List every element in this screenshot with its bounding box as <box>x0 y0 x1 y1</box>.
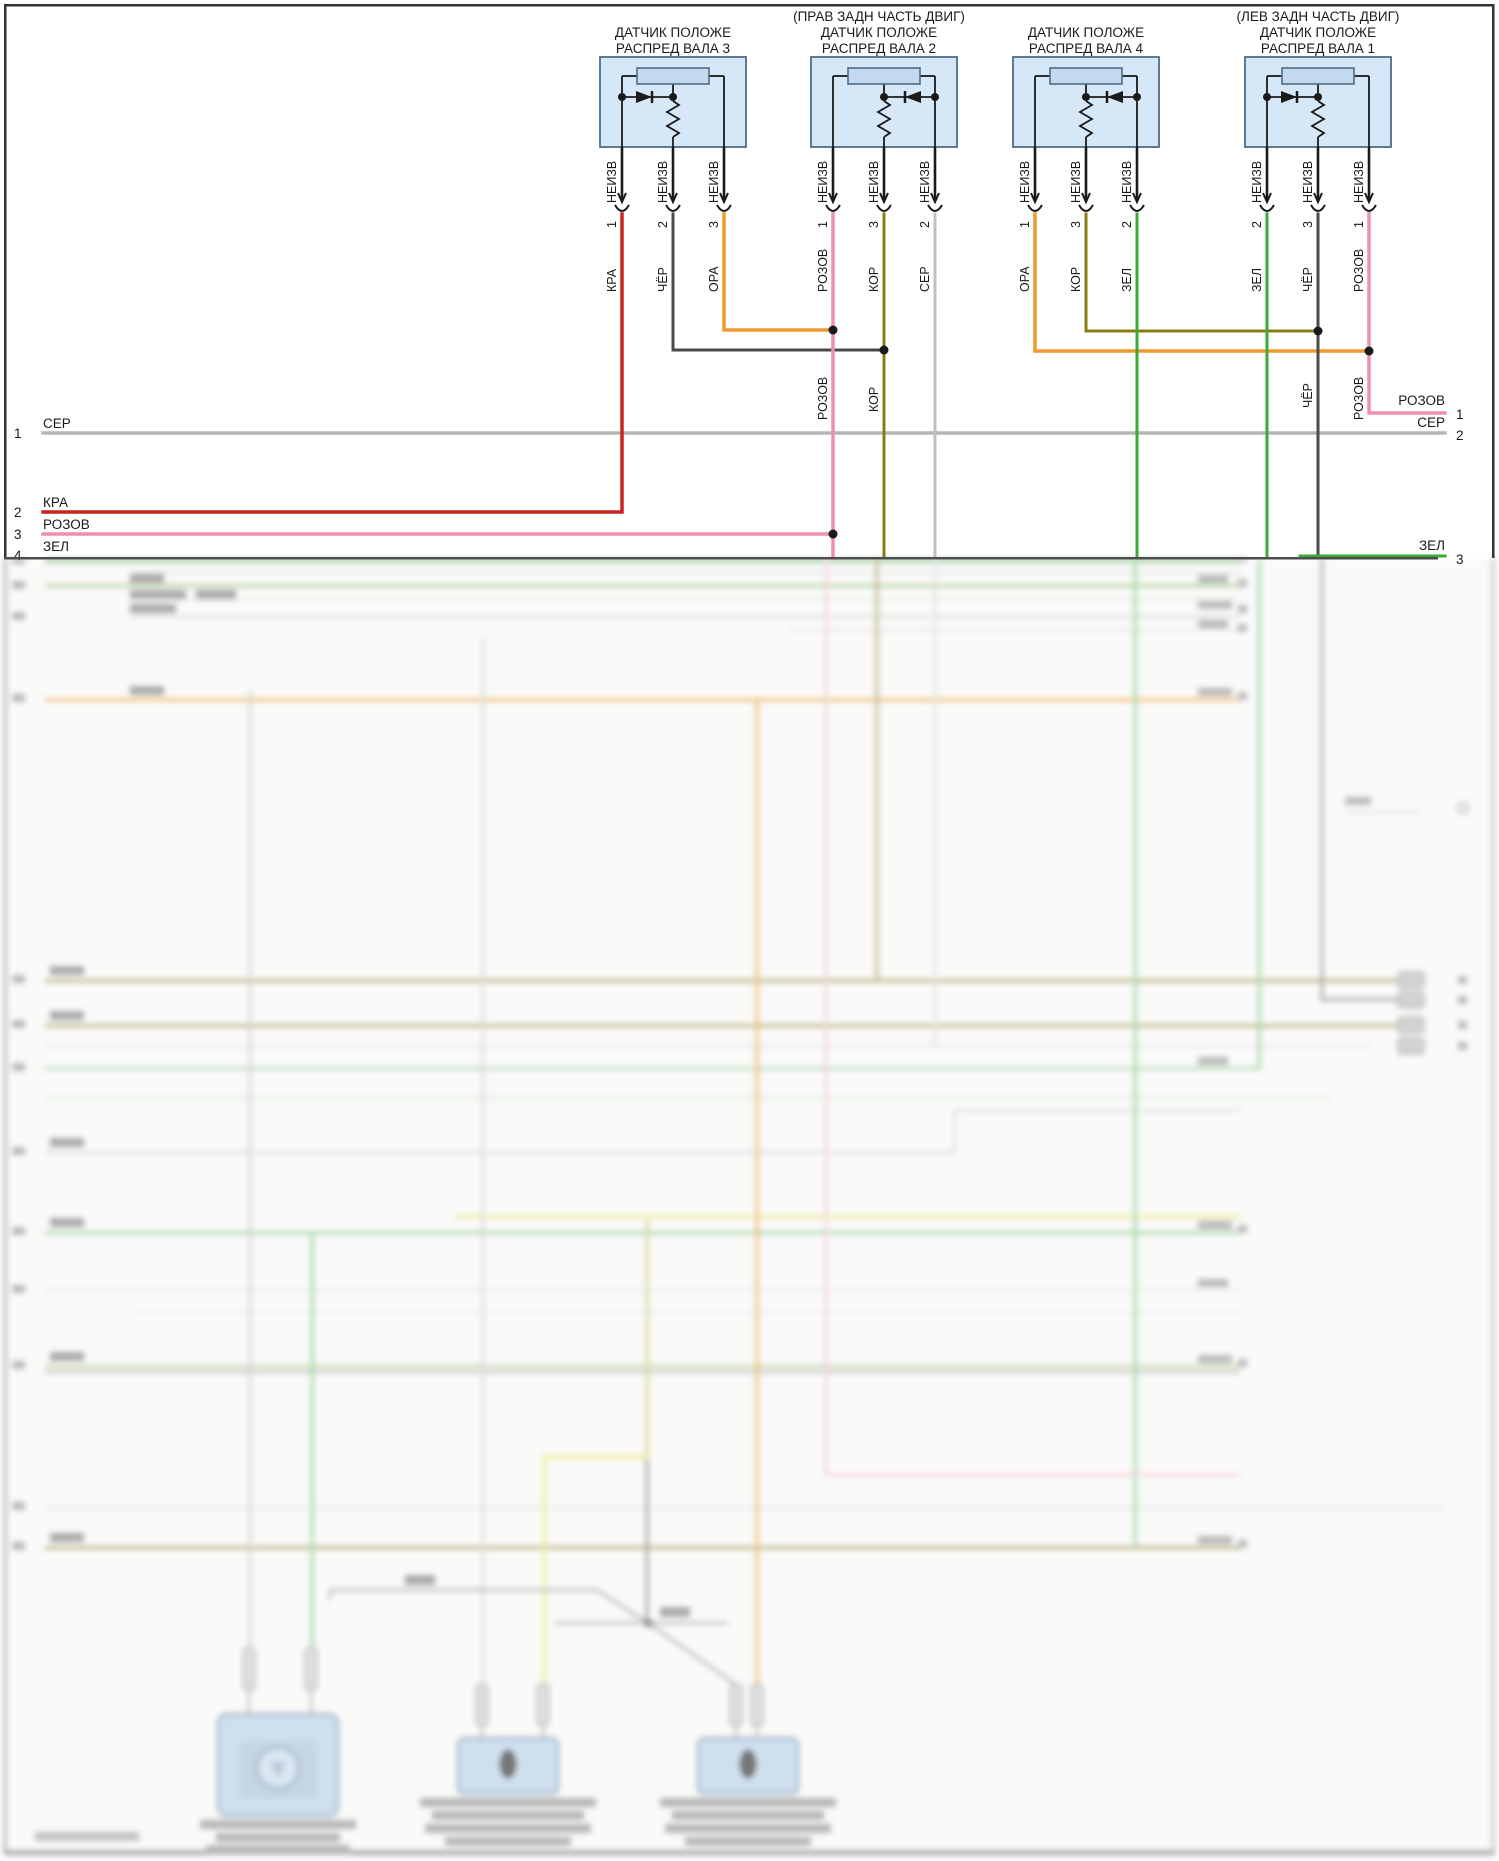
pin-number: 1 <box>1018 221 1032 228</box>
wire-color-label: РОЗОВ <box>816 377 830 420</box>
sensor-2-title: РАСПРЕД ВАЛА 2 <box>822 41 936 56</box>
blurred-connector-2 <box>420 1736 596 1846</box>
wire-color-label: РОЗОВ <box>816 249 830 292</box>
sensor-pin-stubs <box>620 147 1371 201</box>
pin-number: 3 <box>1301 221 1315 228</box>
terminal-number: 2 <box>14 505 22 520</box>
sensor-box-camshaft-2: (ПРАВ ЗАДН ЧАСТЬ ДВИГ) ДАТЧИК ПОЛОЖЕ РАС… <box>793 9 965 148</box>
diode-icon <box>1281 91 1297 103</box>
pin-unknown-label: НЕИЗВ <box>707 161 721 203</box>
wire-color-label: КОР <box>1069 267 1083 292</box>
terminal-label: ЗЕЛ <box>43 539 69 554</box>
sensor-4-title: ДАТЧИК ПОЛОЖЕ <box>1028 25 1144 40</box>
terminal-label: СЕР <box>1417 415 1445 430</box>
sensor-1-title: (ЛЕВ ЗАДН ЧАСТЬ ДВИГ) <box>1237 9 1400 24</box>
left-terminals: 1 СЕР 2 КРА 3 РОЗОВ 4 ЗЕЛ <box>14 416 90 563</box>
pin-unknown-label: НЕИЗВ <box>605 161 619 203</box>
wire-color-label: КРА <box>605 268 619 292</box>
sensor-4-title: РАСПРЕД ВАЛА 4 <box>1029 41 1144 56</box>
terminal-number: 3 <box>14 527 22 542</box>
pin-number: 3 <box>1069 221 1083 228</box>
pin-unknown-label: НЕИЗВ <box>816 161 830 203</box>
wire-color-label: ОРА <box>1018 266 1032 292</box>
terminal-number: 4 <box>14 548 22 563</box>
wire-color-label: СЕР <box>918 266 932 292</box>
pin-unknown-label: НЕИЗВ <box>656 161 670 203</box>
terminal-label: РОЗОВ <box>1398 393 1445 408</box>
wire-color-label: КОР <box>867 387 881 412</box>
pin-unknown-label: НЕИЗВ <box>1018 161 1032 203</box>
pin-number: 2 <box>918 221 932 228</box>
pin-number: 1 <box>605 221 619 228</box>
blurred-diagram-section <box>0 548 1499 1861</box>
terminal-number: 1 <box>1456 407 1464 422</box>
pin-connector-symbols <box>614 192 1377 212</box>
blurred-connector-3 <box>660 1736 836 1846</box>
wire-color-label: ЗЕЛ <box>1120 268 1134 292</box>
pin-unknown-label: НЕИЗВ <box>918 161 932 203</box>
page-border <box>4 4 1495 558</box>
diode-icon <box>1107 91 1123 103</box>
sensor-box-camshaft-3: ДАТЧИК ПОЛОЖЕ РАСПРЕД ВАЛА 3 <box>599 25 747 148</box>
pin-unknown-label: НЕИЗВ <box>1352 161 1366 203</box>
pin-number: 1 <box>816 221 830 228</box>
right-terminals: РОЗОВ 1 СЕР 2 ЗЕЛ 3 <box>1398 393 1463 567</box>
terminal-number: 1 <box>14 426 22 441</box>
splice-wire-labels: РОЗОВ КОР ЧЁР РОЗОВ <box>816 377 1366 420</box>
diode-icon <box>636 91 652 103</box>
wire-color-label: РОЗОВ <box>1352 377 1366 420</box>
wire-color-label: ОРА <box>707 266 721 292</box>
sensor-2-title: ДАТЧИК ПОЛОЖЕ <box>821 25 937 40</box>
terminal-label: КРА <box>43 495 68 510</box>
terminal-number: 3 <box>1456 552 1464 567</box>
wire-color-label: ЧЁР <box>1301 267 1315 292</box>
pin-number: 2 <box>1250 221 1264 228</box>
sensor-1-title: ДАТЧИК ПОЛОЖЕ <box>1260 25 1376 40</box>
terminal-label: ЗЕЛ <box>1419 538 1445 553</box>
pin-labels: НЕИЗВ 1 КРА НЕИЗВ 2 ЧЁР НЕИЗВ 3 ОРА НЕИЗ… <box>605 161 1366 292</box>
pin-unknown-label: НЕИЗВ <box>1250 161 1264 203</box>
blurred-connector-1 <box>200 1712 356 1854</box>
pin-number: 1 <box>1352 221 1366 228</box>
sensor-box-camshaft-1: (ЛЕВ ЗАДН ЧАСТЬ ДВИГ) ДАТЧИК ПОЛОЖЕ РАСП… <box>1237 9 1400 148</box>
pin-number: 3 <box>707 221 721 228</box>
pin-number: 3 <box>867 221 881 228</box>
wire-runs <box>41 212 1447 560</box>
terminal-label: РОЗОВ <box>43 517 90 532</box>
section-divider <box>4 557 1438 560</box>
diode-icon <box>905 91 921 103</box>
pin-number: 2 <box>656 221 670 228</box>
sensor-box-camshaft-4: ДАТЧИК ПОЛОЖЕ РАСПРЕД ВАЛА 4 <box>1012 25 1160 148</box>
pin-unknown-label: НЕИЗВ <box>1069 161 1083 203</box>
sensor-2-title: (ПРАВ ЗАДН ЧАСТЬ ДВИГ) <box>793 9 965 24</box>
sensor-3-title: РАСПРЕД ВАЛА 3 <box>616 41 730 56</box>
pin-number: 2 <box>1120 221 1134 228</box>
sensor-1-title: РАСПРЕД ВАЛА 1 <box>1261 41 1375 56</box>
terminal-number: 2 <box>1456 428 1464 443</box>
wire-color-label: ЧЁР <box>656 267 670 292</box>
wire-color-label: ЧЁР <box>1301 383 1315 408</box>
terminal-label: СЕР <box>43 416 71 431</box>
pin-unknown-label: НЕИЗВ <box>1120 161 1134 203</box>
sensor-3-title: ДАТЧИК ПОЛОЖЕ <box>615 25 731 40</box>
wire-color-label: РОЗОВ <box>1352 249 1366 292</box>
splice-dots <box>828 325 1374 539</box>
wire-color-label: КОР <box>867 267 881 292</box>
pin-unknown-label: НЕИЗВ <box>867 161 881 203</box>
blurred-doc-number <box>35 1832 139 1841</box>
wire-color-label: ЗЕЛ <box>1250 268 1264 292</box>
pin-unknown-label: НЕИЗВ <box>1301 161 1315 203</box>
blurred-diagram-graphics <box>4 548 1495 1855</box>
